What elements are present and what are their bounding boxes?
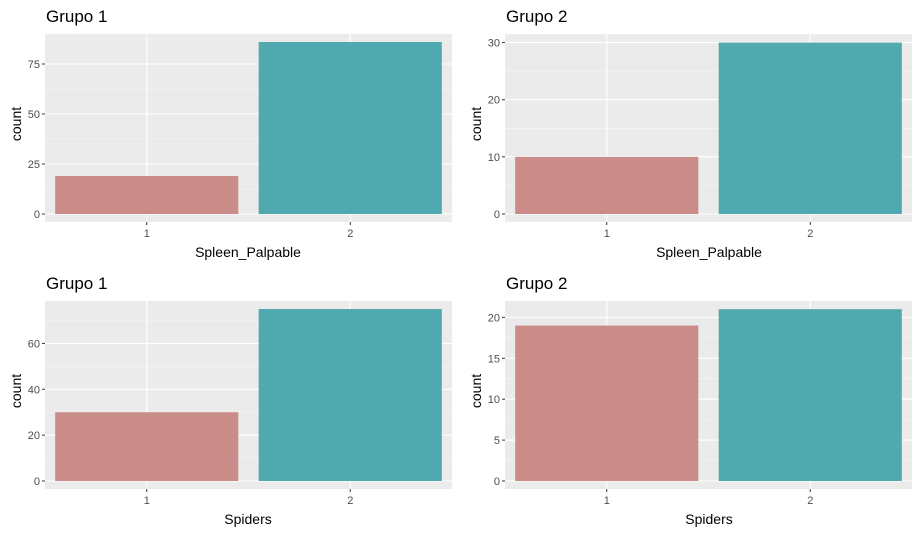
x-tick-label: 1	[604, 228, 610, 240]
y-tick-label: 15	[488, 353, 500, 365]
bar-chart-4: 0 5 10 15 20 1 2 Grupo 2 Spiders count	[468, 274, 912, 527]
chart-panel-1: 0 25 50 75 1 2 Grupo 1 Spleen_Palpable count	[0, 0, 460, 267]
x-tick-label: 1	[144, 495, 150, 507]
x-tick-label: 2	[807, 228, 813, 240]
y-tick-label: 10	[488, 152, 500, 164]
bar-2	[258, 309, 442, 481]
plot-area: 0 5 10 15 20 1 2	[488, 301, 912, 507]
y-axis-title: count	[468, 107, 484, 141]
bar-1	[55, 176, 239, 214]
bar-chart-1: 0 25 50 75 1 2 Grupo 1 Spleen_Palpable count	[8, 7, 452, 260]
y-tick-label: 75	[28, 59, 40, 71]
bar-chart-2: 0 10 20 30 1 2 Grupo 2 Spleen_Palpable count	[468, 7, 912, 260]
y-tick-label: 40	[28, 384, 40, 396]
bar-2	[718, 42, 902, 215]
chart-panel-4: 0 5 10 15 20 1 2 Grupo 2 Spiders count	[460, 267, 920, 534]
chart-title: Grupo 2	[506, 7, 567, 26]
y-axis-title: count	[8, 107, 24, 141]
y-tick-label: 30	[488, 38, 500, 50]
chart-title: Grupo 1	[46, 7, 107, 26]
x-tick-label: 2	[807, 495, 813, 507]
x-tick-label: 2	[347, 228, 353, 240]
bar-2	[258, 42, 442, 214]
y-tick-label: 0	[34, 476, 40, 488]
x-axis-title: Spleen_Palpable	[195, 244, 301, 260]
x-tick-label: 1	[144, 228, 150, 240]
x-axis-title: Spiders	[224, 511, 271, 527]
y-tick-label: 50	[28, 109, 40, 121]
x-tick-label: 2	[347, 495, 353, 507]
x-tick-label: 1	[604, 495, 610, 507]
y-tick-label: 20	[488, 312, 500, 324]
y-tick-label: 5	[494, 435, 500, 447]
chart-panel-2: 0 10 20 30 1 2 Grupo 2 Spleen_Palpable count	[460, 0, 920, 267]
bar-1	[515, 325, 699, 481]
bar-1	[515, 156, 699, 214]
chart-title: Grupo 2	[506, 274, 567, 293]
chart-panel-3: 0 20 40 60 1 2 Grupo 1 Spiders count	[0, 267, 460, 534]
plot-area: 0 10 20 30 1 2	[488, 34, 912, 240]
y-tick-label: 25	[28, 159, 40, 171]
y-tick-label: 20	[488, 95, 500, 107]
y-tick-label: 60	[28, 338, 40, 350]
x-axis-title: Spiders	[685, 511, 732, 527]
y-tick-label: 10	[488, 394, 500, 406]
y-tick-label: 0	[34, 209, 40, 221]
y-tick-label: 0	[494, 476, 500, 488]
x-axis-title: Spleen_Palpable	[656, 244, 762, 260]
y-axis-title: count	[468, 374, 484, 408]
plot-area: 0 20 40 60 1 2	[28, 301, 452, 507]
y-tick-label: 0	[494, 209, 500, 221]
y-tick-label: 20	[28, 430, 40, 442]
y-axis-title: count	[8, 374, 24, 408]
chart-title: Grupo 1	[46, 274, 107, 293]
bar-2	[718, 309, 902, 481]
bar-chart-3: 0 20 40 60 1 2 Grupo 1 Spiders count	[8, 274, 452, 527]
bar-1	[55, 412, 239, 481]
plot-area: 0 25 50 75 1 2	[28, 34, 452, 240]
